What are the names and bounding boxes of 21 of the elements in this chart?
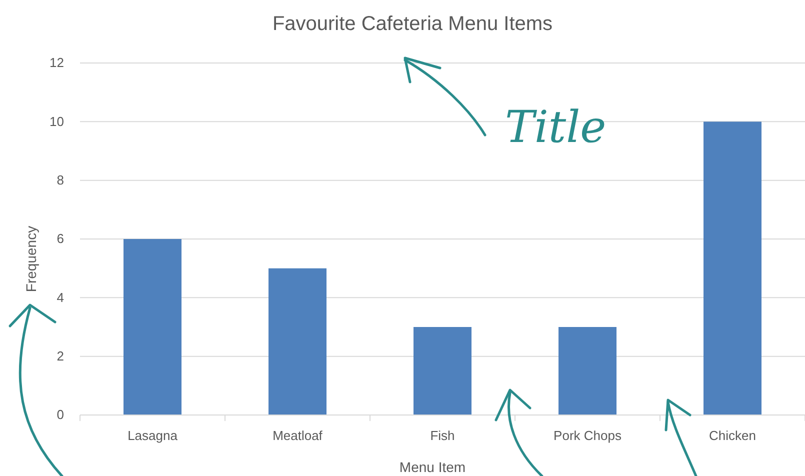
bar <box>414 327 472 415</box>
x-tick-label: Meatloaf <box>272 428 323 444</box>
bar <box>558 327 616 415</box>
y-tick-label: 12 <box>50 55 64 70</box>
bar <box>704 122 762 415</box>
annotation: Title <box>505 102 606 153</box>
x-tick-label: Fish <box>430 428 455 444</box>
y-tick-label: 8 <box>56 172 64 188</box>
y-tick-label: 2 <box>56 348 64 364</box>
chart-title: Favourite Cafeteria Menu Items <box>272 13 553 35</box>
bar <box>268 268 326 415</box>
x-axis-title: Menu Item <box>399 459 466 475</box>
y-tick-label: 0 <box>56 407 64 422</box>
x-tick-label: Pork Chops <box>554 428 622 444</box>
x-tick-label: Lasagna <box>128 428 178 444</box>
y-tick-label: 6 <box>56 231 64 246</box>
y-tick-label: 10 <box>50 114 64 129</box>
bar <box>124 239 182 415</box>
y-tick-label: 4 <box>56 290 64 305</box>
x-tick-label: Chicken <box>709 428 756 444</box>
y-axis-title: Frequency <box>23 226 39 292</box>
